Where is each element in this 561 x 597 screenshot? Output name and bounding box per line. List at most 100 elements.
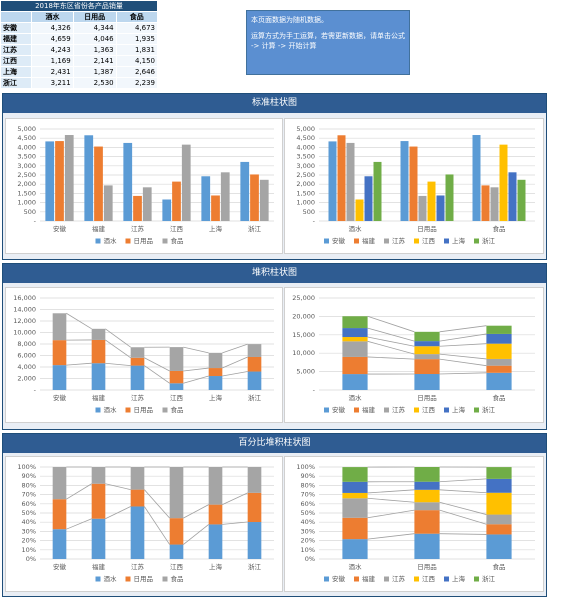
table-cell: 1,387 xyxy=(72,66,117,78)
table-row: 福建 4,659 4,046 1,935 xyxy=(0,33,159,45)
table-cell: 江苏 xyxy=(0,44,33,56)
chart: - 2,000 4,000 6,000 8,000 10,000 12,000 14,000 1… xyxy=(5,287,283,423)
table-header: 酒水 日用品 食品 xyxy=(0,11,159,23)
legend-swatch xyxy=(414,407,419,413)
bar-segment xyxy=(414,346,440,355)
bar-segment xyxy=(247,467,262,493)
legend-label: 上海 xyxy=(452,574,466,583)
series-line xyxy=(222,492,248,505)
legend-label: 日用品 xyxy=(134,406,154,414)
legend-label: 安徽 xyxy=(332,405,346,414)
bar-segment xyxy=(91,363,106,390)
legend-label: 浙江 xyxy=(482,574,496,583)
y-tick-label: 30% xyxy=(301,527,315,535)
y-tick-label: 50% xyxy=(301,509,315,517)
legend-label: 浙江 xyxy=(482,405,496,414)
y-tick-label: 8,000 xyxy=(17,340,36,348)
y-tick-label: 40% xyxy=(22,518,36,526)
series-line xyxy=(66,483,92,500)
bar xyxy=(436,195,445,221)
x-tick-label: 浙江 xyxy=(248,224,262,233)
x-tick-label: 江苏 xyxy=(131,224,145,233)
table-cell: 3,211 xyxy=(31,77,74,89)
bar-segment xyxy=(208,504,223,525)
bar-segment xyxy=(414,510,440,534)
bar-segment xyxy=(130,506,145,559)
table-title: 2018年东区省份各产品销量 xyxy=(0,0,158,12)
y-tick-label: 3,500 xyxy=(17,153,36,161)
legend-label: 江苏 xyxy=(392,574,406,583)
legend-swatch xyxy=(444,238,449,244)
legend-swatch xyxy=(324,576,329,582)
table-cell: 福建 xyxy=(0,33,33,45)
y-tick-label: 4,000 xyxy=(17,363,36,371)
legend-swatch xyxy=(125,407,131,413)
table-cell: 1,363 xyxy=(72,44,117,56)
y-tick-label: 14,000 xyxy=(13,306,36,314)
y-tick-label: 3,500 xyxy=(296,153,315,161)
y-tick-label: 40% xyxy=(301,518,315,526)
series-line xyxy=(105,339,131,359)
table-cell: 1,831 xyxy=(115,44,159,56)
series-line xyxy=(439,533,487,535)
x-tick-label: 食品 xyxy=(493,562,506,571)
y-tick-label: 10% xyxy=(301,546,315,554)
x-tick-label: 福建 xyxy=(92,224,106,233)
bar-segment xyxy=(486,492,512,515)
bar-segment xyxy=(342,356,368,375)
bar-segment xyxy=(169,383,184,390)
bar-segment xyxy=(52,467,67,500)
series-line xyxy=(439,333,487,342)
bar-segment xyxy=(414,374,440,390)
chart: 0%10%20% 30%40%50%60%70% 80%90%100% 酒水 日用品 食品… xyxy=(284,456,544,592)
series-line xyxy=(439,509,487,525)
legend-swatch xyxy=(354,238,359,244)
series-line xyxy=(105,362,131,367)
bar-segment xyxy=(342,467,368,482)
legend-label: 食品 xyxy=(171,405,184,414)
y-tick-label: - xyxy=(313,217,316,225)
table-cell: 上海 xyxy=(0,66,33,78)
bar-segment xyxy=(414,489,440,503)
bar-segment xyxy=(130,347,145,358)
bar xyxy=(103,185,113,221)
x-tick-label: 日用品 xyxy=(417,225,437,233)
bar-segment xyxy=(169,544,184,559)
y-tick-label: 15,000 xyxy=(292,331,315,339)
legend-label: 江西 xyxy=(422,237,436,245)
bar-segment xyxy=(208,352,223,369)
header-cell: 日用品 xyxy=(72,11,117,23)
series-line xyxy=(439,501,487,515)
bar xyxy=(445,174,454,221)
bar xyxy=(45,141,55,221)
bar-segment xyxy=(208,524,223,559)
series-line xyxy=(367,497,415,503)
bar xyxy=(328,141,337,221)
bar-segment xyxy=(91,518,106,559)
table-cell: 4,344 xyxy=(72,22,117,34)
x-tick-label: 食品 xyxy=(493,393,506,402)
bar-segment xyxy=(486,343,512,359)
table-cell: 2,530 xyxy=(72,77,117,89)
table-row: 江西 1,169 2,141 4,150 xyxy=(0,55,159,67)
bar-segment xyxy=(414,502,440,511)
legend-swatch xyxy=(474,576,479,582)
table-cell: 2,646 xyxy=(115,66,159,78)
legend-label: 上海 xyxy=(452,236,466,245)
bar-segment xyxy=(342,316,368,329)
series-line xyxy=(439,489,487,494)
y-tick-label: 16,000 xyxy=(13,294,36,302)
series-line xyxy=(183,504,209,519)
bar-segment xyxy=(414,533,440,559)
series-line xyxy=(183,346,209,354)
y-tick-label: 4,500 xyxy=(17,134,36,142)
series-line xyxy=(222,521,248,525)
y-tick-label: 2,500 xyxy=(296,171,315,179)
x-tick-label: 酒水 xyxy=(349,224,363,233)
bar xyxy=(427,181,436,221)
legend-label: 江西 xyxy=(422,575,436,583)
bar-segment xyxy=(169,370,184,384)
y-tick-label: 4,000 xyxy=(296,143,315,151)
series-line xyxy=(439,343,487,347)
